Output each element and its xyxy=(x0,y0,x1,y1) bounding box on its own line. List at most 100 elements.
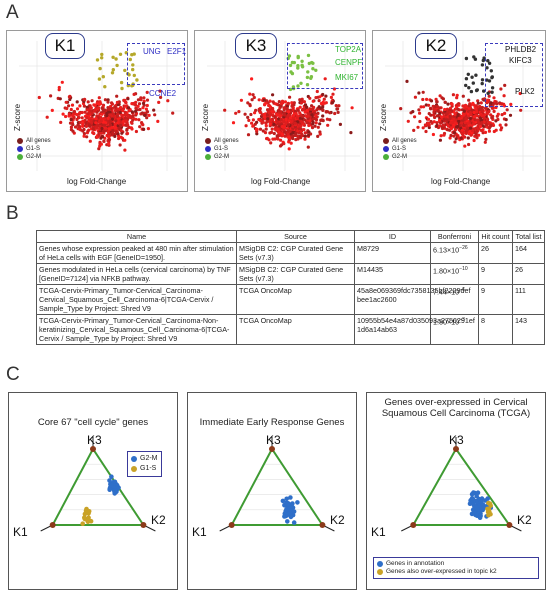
volcano-point xyxy=(334,104,338,108)
volcano-point xyxy=(438,138,442,142)
volcano-point xyxy=(107,132,111,136)
volcano-point xyxy=(85,135,89,139)
volcano-point xyxy=(261,120,265,124)
volcano-point xyxy=(438,118,442,122)
volcano-point xyxy=(303,131,307,135)
highlight-point xyxy=(467,86,471,90)
volcano-point xyxy=(68,94,72,98)
volcano-point xyxy=(75,100,79,104)
highlight-point xyxy=(100,52,104,57)
volcano-point xyxy=(470,129,474,133)
highlight-point xyxy=(306,53,311,58)
volcano-point xyxy=(270,127,274,131)
volcano-point xyxy=(90,99,94,103)
highlight-point xyxy=(128,57,132,62)
cell-id: M8729 xyxy=(354,242,431,264)
highlight-point xyxy=(131,63,135,67)
volcano-point xyxy=(244,124,248,128)
ternary-point xyxy=(471,490,476,495)
volcano-point xyxy=(141,106,145,110)
enrichment-table: Name Source ID Bonferroni Hit count Tota… xyxy=(36,230,545,345)
volcano-point xyxy=(429,107,433,111)
highlight-point xyxy=(305,83,310,87)
legend: All genes G1-S G2-M xyxy=(17,137,51,161)
volcano-point xyxy=(50,108,54,112)
volcano-point xyxy=(141,101,146,105)
volcano-point xyxy=(441,97,445,101)
volcano-point xyxy=(449,121,453,125)
volcano-point xyxy=(321,92,325,97)
volcano-point xyxy=(171,111,175,115)
volcano-point xyxy=(277,113,281,117)
volcano-point xyxy=(153,113,157,117)
volcano-point xyxy=(489,123,493,128)
highlight-point xyxy=(296,84,300,88)
volcano-point xyxy=(143,113,147,117)
volcano-point xyxy=(247,118,251,122)
vertex-marker xyxy=(228,522,235,528)
volcano-point xyxy=(251,93,255,97)
volcano-point xyxy=(280,143,284,147)
volcano-point xyxy=(90,111,94,115)
y-axis-label: Z-score xyxy=(13,103,22,131)
volcano-point xyxy=(123,148,127,152)
cell-bonferroni: 6.13×10−26 xyxy=(430,242,479,264)
volcano-point xyxy=(109,104,113,109)
volcano-point xyxy=(321,114,325,118)
volcano-point xyxy=(472,122,476,126)
volcano-point xyxy=(423,123,427,127)
table-row: Genes whose expression peaked at 480 min… xyxy=(36,242,545,264)
volcano-point xyxy=(433,115,437,120)
volcano-point xyxy=(68,97,72,102)
highlight-point xyxy=(487,61,492,65)
volcano-point xyxy=(94,117,98,121)
volcano-point xyxy=(100,112,104,116)
volcano-point xyxy=(425,97,429,101)
volcano-point xyxy=(443,100,447,104)
volcano-point xyxy=(282,125,287,129)
cell-name: Genes modulated in HeLa cells (cervical … xyxy=(36,263,237,285)
volcano-point xyxy=(349,131,353,135)
volcano-point xyxy=(91,131,95,135)
volcano-point xyxy=(114,119,118,123)
highlight-point xyxy=(309,76,313,80)
volcano-point xyxy=(142,96,146,100)
volcano-point xyxy=(67,112,71,116)
volcano-point xyxy=(328,111,332,115)
ternary-point xyxy=(486,512,492,517)
volcano-point xyxy=(427,125,431,130)
volcano-point xyxy=(264,127,268,131)
bonferroni-exp: −26 xyxy=(459,245,468,251)
volcano-point xyxy=(418,111,422,115)
volcano-point xyxy=(268,131,272,135)
volcano-point xyxy=(291,134,295,138)
legend-swatch-g1s xyxy=(17,146,23,152)
volcano-point xyxy=(483,140,487,144)
volcano-point xyxy=(498,123,502,127)
volcano-point xyxy=(495,102,499,106)
volcano-point xyxy=(78,104,82,108)
legend-swatch-g2m xyxy=(17,154,23,160)
volcano-point xyxy=(434,97,438,101)
volcano-point xyxy=(419,105,423,109)
volcano-point xyxy=(421,90,425,94)
volcano-point xyxy=(271,110,275,114)
volcano-point xyxy=(99,131,103,135)
highlight-point xyxy=(474,73,478,77)
volcano-point xyxy=(312,117,316,121)
volcano-point xyxy=(448,114,452,118)
volcano-point xyxy=(58,97,62,101)
volcano-point xyxy=(141,127,146,131)
volcano-point xyxy=(287,110,291,114)
volcano-point xyxy=(137,102,142,106)
volcano-point xyxy=(103,98,107,102)
volcano-point xyxy=(478,104,482,109)
volcano-point xyxy=(73,112,77,116)
volcano-point xyxy=(424,129,428,134)
volcano-point xyxy=(432,120,436,124)
volcano-point xyxy=(75,117,79,122)
volcano-point xyxy=(267,104,272,108)
volcano-point xyxy=(464,108,469,112)
volcano-point xyxy=(97,102,101,106)
volcano-point xyxy=(134,129,138,134)
